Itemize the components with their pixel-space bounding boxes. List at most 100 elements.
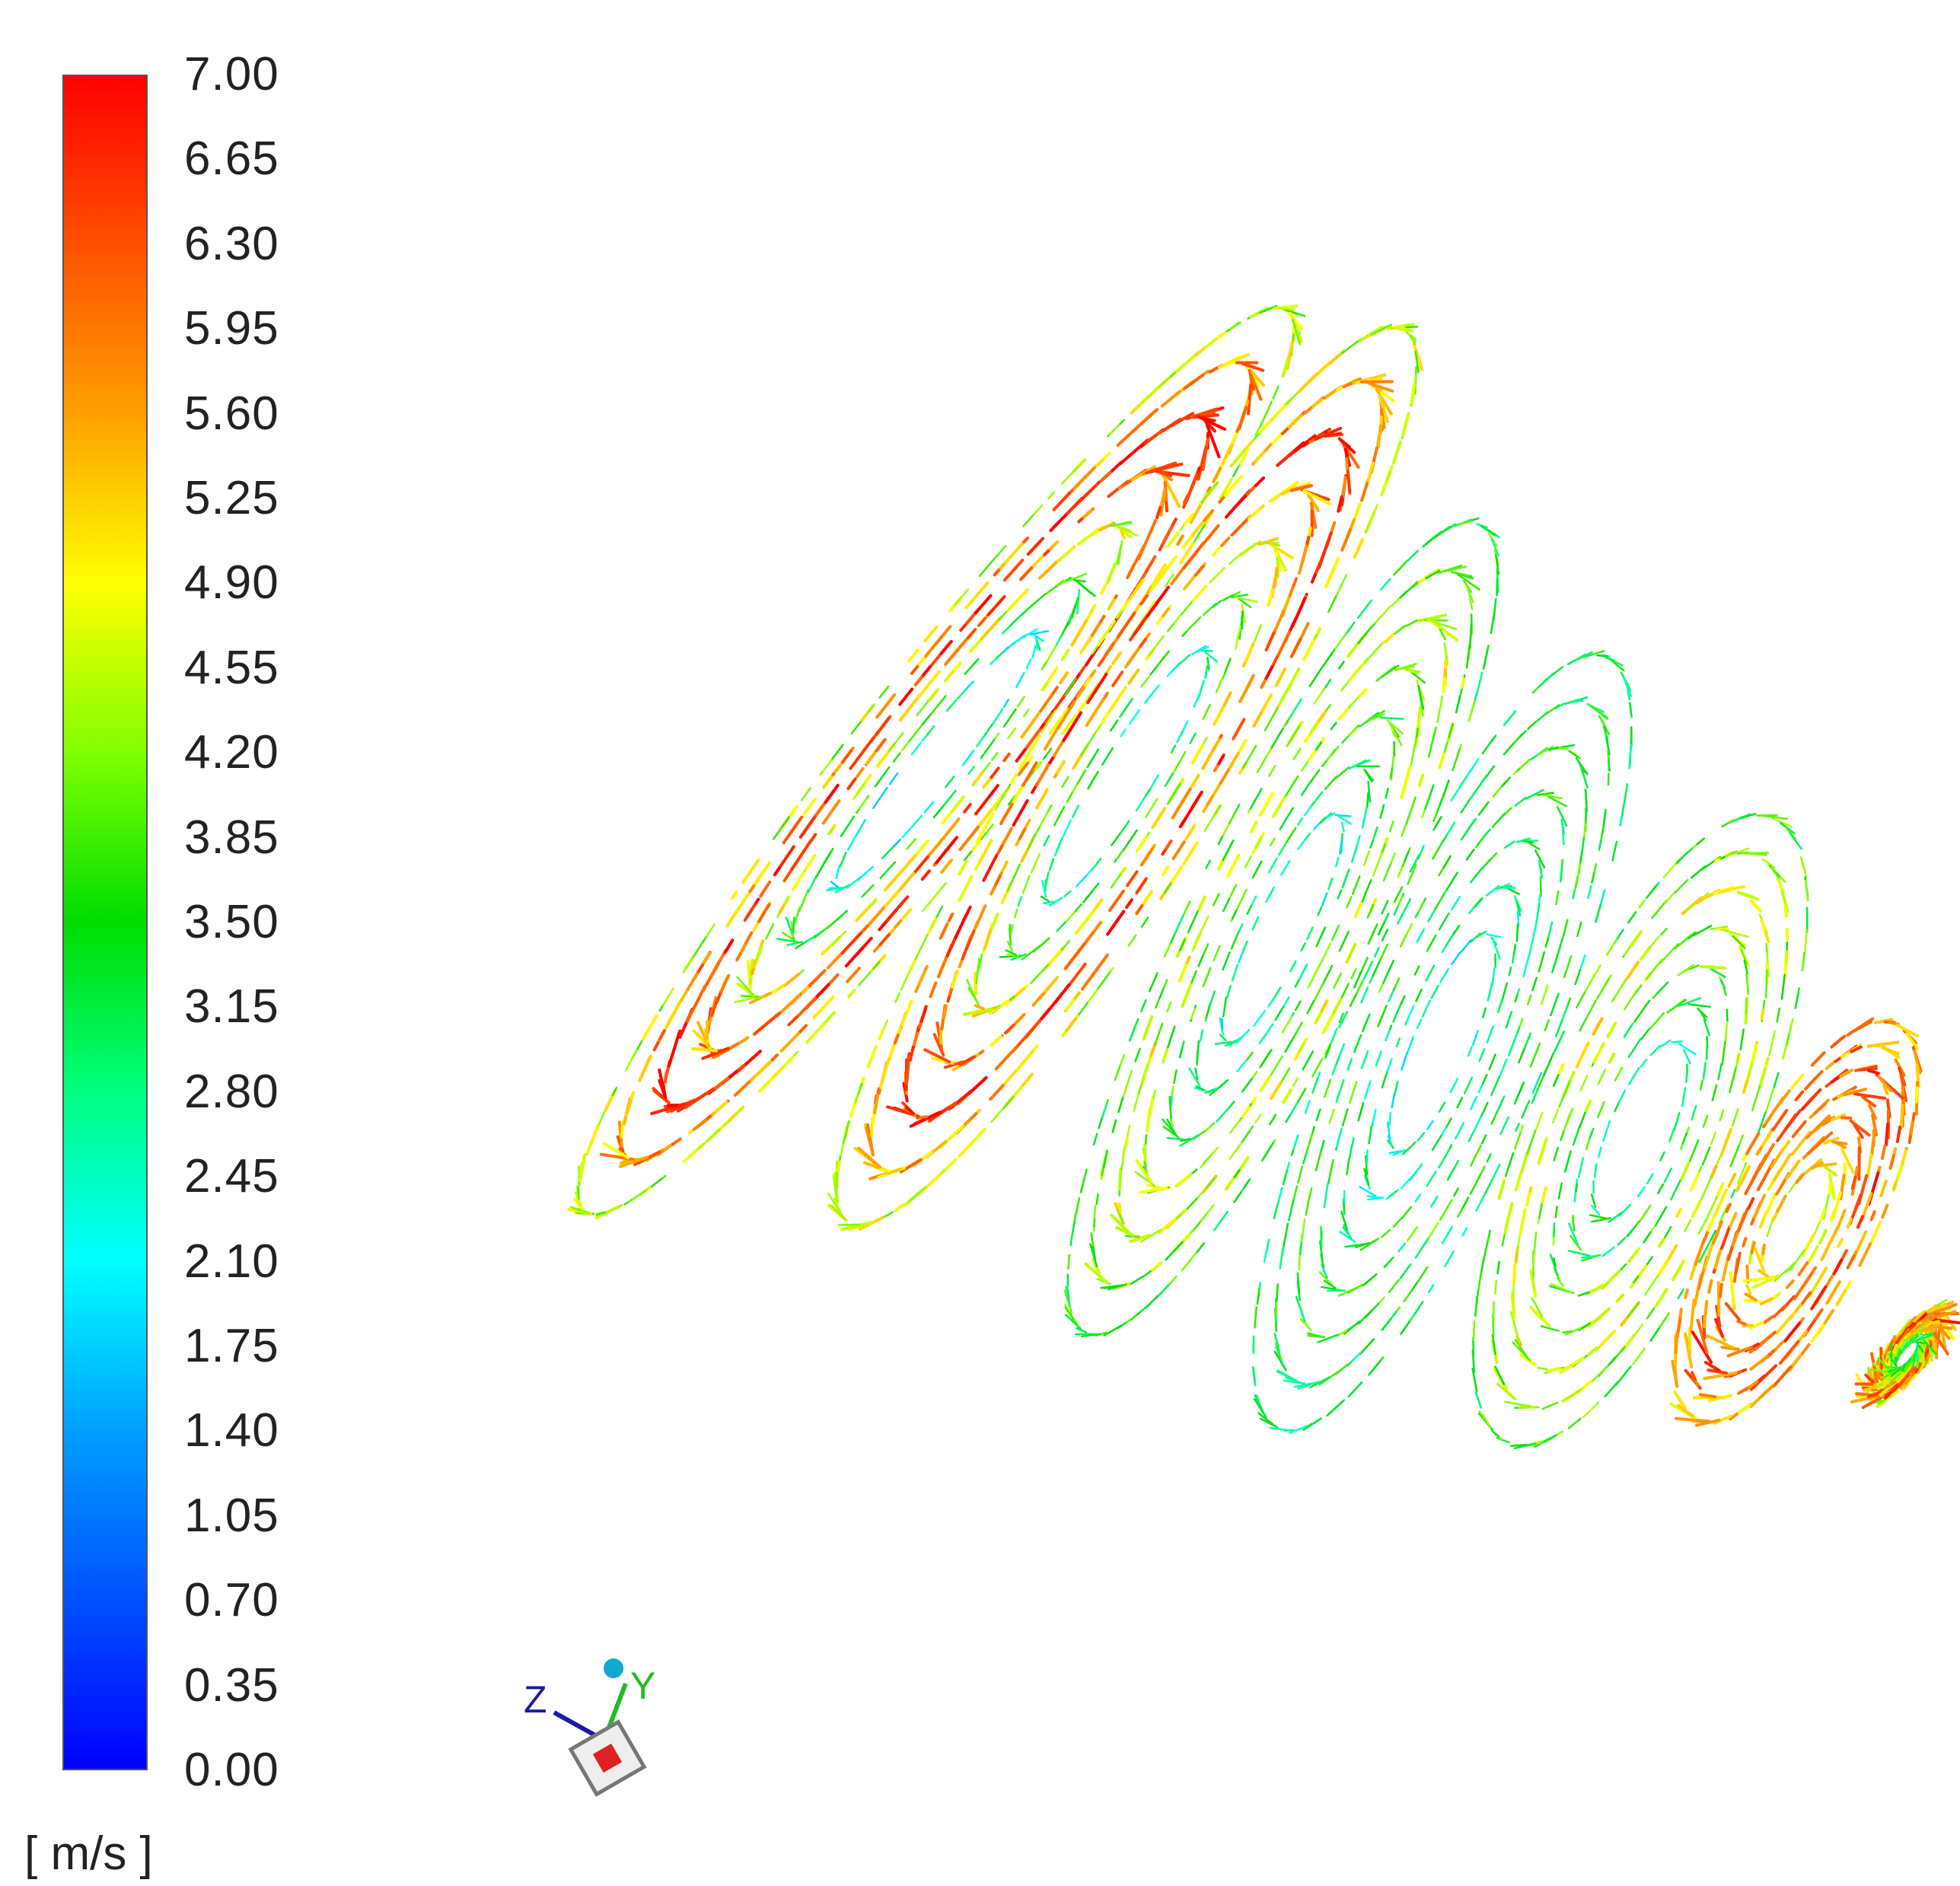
velocity-vector bbox=[1439, 967, 1449, 983]
velocity-vector bbox=[1171, 788, 1192, 820]
velocity-vector bbox=[1140, 675, 1150, 688]
velocity-vector bbox=[1668, 1128, 1675, 1142]
velocity-vector bbox=[1469, 1174, 1482, 1196]
velocity-vector bbox=[978, 556, 997, 578]
velocity-vector bbox=[932, 808, 942, 819]
velocity-vector bbox=[915, 839, 929, 855]
velocity-vector bbox=[1881, 1046, 1900, 1056]
velocity-vector bbox=[1388, 1279, 1401, 1294]
velocity-vector bbox=[1310, 510, 1314, 537]
velocity-vector bbox=[850, 721, 862, 735]
velocity-vector bbox=[1338, 930, 1350, 952]
z-axis-line bbox=[553, 1710, 597, 1738]
triad-cube-icon bbox=[568, 1719, 647, 1797]
velocity-vector bbox=[1291, 1185, 1299, 1206]
velocity-vector bbox=[828, 887, 842, 890]
velocity-vector bbox=[1415, 988, 1423, 1002]
velocity-vector bbox=[1251, 895, 1257, 906]
velocity-vector bbox=[989, 1084, 1005, 1101]
velocity-vector bbox=[1062, 711, 1083, 743]
velocity-vector bbox=[1541, 1186, 1547, 1204]
velocity-vector bbox=[1470, 1144, 1482, 1167]
velocity-vector bbox=[1508, 1152, 1515, 1167]
velocity-vector bbox=[1465, 849, 1475, 861]
velocity-vector bbox=[1699, 1079, 1703, 1091]
velocity-vector bbox=[1116, 544, 1123, 565]
velocity-vector bbox=[1213, 945, 1221, 962]
velocity-vector bbox=[1347, 1381, 1363, 1398]
velocity-vector bbox=[824, 847, 834, 863]
velocity-vector bbox=[1620, 1333, 1637, 1353]
velocity-vector bbox=[1273, 1333, 1281, 1355]
velocity-vector bbox=[1819, 1207, 1827, 1221]
velocity-vector bbox=[1772, 1072, 1780, 1090]
velocity-vector bbox=[945, 1158, 958, 1171]
velocity-vector bbox=[1461, 1196, 1470, 1211]
velocity-vector bbox=[1331, 1403, 1340, 1413]
velocity-vector bbox=[1012, 798, 1029, 827]
velocity-vector bbox=[1776, 1194, 1787, 1213]
velocity-vector bbox=[1488, 1053, 1496, 1071]
velocity-vector bbox=[1372, 826, 1378, 839]
velocity-vector bbox=[894, 1203, 906, 1212]
velocity-vector bbox=[1184, 824, 1197, 841]
velocity-vector bbox=[1716, 1154, 1722, 1165]
velocity-vector bbox=[902, 908, 913, 919]
velocity-vector bbox=[1714, 1317, 1725, 1338]
velocity-vector bbox=[1335, 1128, 1343, 1149]
velocity-vector bbox=[1913, 1050, 1922, 1075]
velocity-vector bbox=[935, 905, 944, 918]
velocity-vector bbox=[1297, 817, 1304, 826]
velocity-vector bbox=[1031, 992, 1045, 1007]
velocity-vector bbox=[1598, 889, 1606, 908]
velocity-vector bbox=[1648, 935, 1661, 950]
velocity-vector bbox=[1275, 1302, 1277, 1317]
velocity-vector bbox=[1417, 773, 1425, 787]
velocity-vector bbox=[1236, 1060, 1247, 1072]
velocity-vector bbox=[875, 693, 897, 719]
velocity-vector bbox=[929, 981, 938, 999]
velocity-vector bbox=[1232, 853, 1241, 866]
velocity-vector bbox=[1749, 1355, 1769, 1371]
velocity-vector bbox=[1334, 639, 1343, 649]
velocity-vector bbox=[1162, 524, 1174, 544]
velocity-vector bbox=[1151, 807, 1167, 830]
velocity-vector bbox=[1262, 1023, 1274, 1040]
tick-label: 4.55 bbox=[184, 642, 279, 694]
velocity-vector bbox=[1664, 890, 1676, 904]
velocity-vector bbox=[1377, 926, 1383, 935]
velocity-vector bbox=[945, 935, 958, 957]
velocity-vector bbox=[1528, 842, 1541, 851]
velocity-vector bbox=[1324, 1078, 1332, 1098]
velocity-vector bbox=[1914, 1086, 1919, 1104]
velocity-vector bbox=[1138, 544, 1146, 556]
velocity-vector bbox=[1640, 1058, 1648, 1068]
velocity-vector bbox=[1691, 1104, 1697, 1121]
velocity-vector bbox=[1338, 1043, 1346, 1058]
velocity-vector bbox=[1540, 1325, 1560, 1332]
velocity-vector bbox=[1640, 1027, 1651, 1040]
velocity-vector bbox=[1836, 1289, 1847, 1305]
velocity-vector bbox=[1579, 1020, 1586, 1032]
velocity-vector bbox=[1235, 631, 1240, 642]
velocity-vector bbox=[1383, 1258, 1393, 1269]
velocity-vector bbox=[1279, 816, 1289, 830]
velocity-vector bbox=[1857, 1145, 1861, 1181]
velocity-vector bbox=[822, 1011, 836, 1026]
velocity-vector bbox=[787, 1015, 798, 1027]
velocity-vector bbox=[1830, 1035, 1845, 1049]
velocity-vector bbox=[1553, 744, 1576, 750]
velocity-vector bbox=[940, 859, 954, 875]
velocity-vector bbox=[1850, 1175, 1857, 1190]
velocity-vector bbox=[1543, 1052, 1555, 1076]
velocity-vector bbox=[840, 932, 862, 955]
velocity-vector bbox=[1779, 822, 1796, 835]
velocity-vector bbox=[875, 738, 887, 753]
tick-label: 0.35 bbox=[184, 1659, 279, 1712]
velocity-vector bbox=[1016, 696, 1025, 708]
velocity-vector bbox=[1103, 642, 1115, 658]
velocity-vector bbox=[982, 853, 999, 882]
velocity-vector bbox=[1072, 578, 1086, 583]
velocity-vector bbox=[1264, 706, 1280, 731]
velocity-vector bbox=[1412, 342, 1424, 371]
